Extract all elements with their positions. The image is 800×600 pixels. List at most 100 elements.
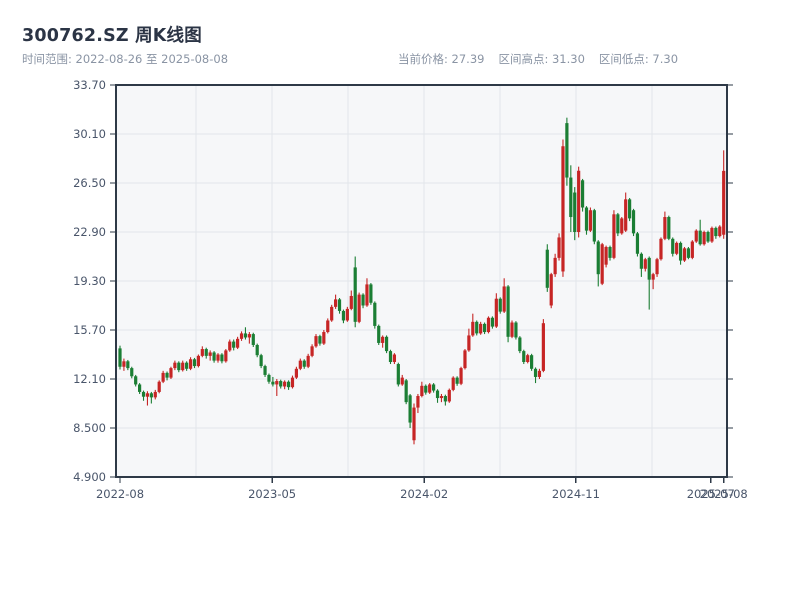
y-axis-label: 8.500 bbox=[73, 421, 106, 435]
x-axis-label: 2025-07 bbox=[686, 487, 735, 501]
candle-up bbox=[510, 322, 514, 337]
candle-up bbox=[200, 349, 204, 356]
candle-down bbox=[584, 207, 589, 231]
candle-down bbox=[138, 384, 142, 392]
candle-up bbox=[322, 332, 326, 344]
candle-down bbox=[126, 361, 130, 369]
candle-up bbox=[381, 336, 385, 343]
candle-down bbox=[318, 336, 322, 344]
candle-up bbox=[169, 368, 173, 378]
candle-down bbox=[267, 374, 271, 382]
candle-up bbox=[412, 407, 416, 441]
candle-up bbox=[694, 230, 698, 242]
candle-up bbox=[122, 361, 126, 367]
candle-up bbox=[290, 377, 295, 388]
candle-down bbox=[302, 360, 306, 367]
candle-up bbox=[157, 381, 161, 392]
candle-down bbox=[279, 381, 283, 387]
candle-down bbox=[337, 299, 342, 311]
candle-up bbox=[541, 323, 545, 371]
candle-down bbox=[490, 317, 495, 327]
candle-up bbox=[310, 346, 314, 356]
candle-up bbox=[561, 146, 565, 272]
candle-up bbox=[718, 226, 722, 237]
candle-up bbox=[479, 323, 483, 334]
candle-down bbox=[259, 355, 263, 367]
candle-down bbox=[404, 380, 408, 403]
candle-down bbox=[141, 391, 146, 397]
candle-down bbox=[522, 351, 526, 362]
candle-up bbox=[365, 284, 369, 306]
candle-down bbox=[565, 123, 569, 178]
candle-up bbox=[439, 396, 444, 399]
candle-up bbox=[557, 237, 561, 258]
candle-down bbox=[251, 334, 255, 345]
x-axis-label: 2023-05 bbox=[248, 487, 297, 501]
candle-down bbox=[608, 246, 612, 258]
candle-down bbox=[616, 214, 620, 234]
candle-down bbox=[647, 257, 651, 280]
y-axis-label: 15.70 bbox=[73, 323, 106, 337]
candle-down bbox=[530, 355, 534, 369]
candle-down bbox=[678, 242, 683, 261]
y-axis-label: 26.50 bbox=[73, 176, 106, 190]
candle-up bbox=[283, 381, 287, 387]
candle-up bbox=[294, 368, 299, 378]
candle-down bbox=[271, 381, 275, 385]
candle-up bbox=[655, 259, 659, 275]
candle-up bbox=[451, 377, 455, 390]
candle-up bbox=[188, 359, 193, 369]
candle-down bbox=[475, 321, 479, 334]
y-axis-label: 30.10 bbox=[73, 127, 106, 141]
candle-down bbox=[482, 323, 487, 333]
candle-down bbox=[286, 381, 291, 388]
y-axis-label: 19.30 bbox=[73, 274, 106, 288]
current-price: 当前价格: 27.39 bbox=[398, 52, 485, 66]
candle-down bbox=[212, 352, 216, 361]
candle-up bbox=[620, 218, 624, 234]
candle-up bbox=[663, 217, 667, 239]
candle-up bbox=[682, 248, 687, 261]
candle-down bbox=[498, 298, 502, 312]
candle-down bbox=[580, 180, 585, 208]
candle-up bbox=[400, 377, 404, 385]
candle-up bbox=[420, 385, 424, 397]
candle-up bbox=[604, 246, 608, 265]
x-axis-label: 2024-02 bbox=[400, 487, 449, 501]
candle-up bbox=[643, 259, 647, 269]
candle-up bbox=[236, 338, 240, 348]
candle-up bbox=[463, 350, 467, 369]
candle-down bbox=[341, 310, 346, 321]
candle-down bbox=[443, 396, 447, 402]
candle-up bbox=[600, 244, 604, 284]
candle-up bbox=[702, 232, 706, 245]
candle-down bbox=[533, 368, 538, 377]
candle-up bbox=[722, 170, 726, 235]
candle-down bbox=[635, 233, 640, 254]
candle-down bbox=[435, 390, 440, 399]
candle-up bbox=[161, 372, 165, 382]
candle-up bbox=[651, 274, 655, 280]
candle-down bbox=[361, 294, 365, 306]
candle-up bbox=[624, 199, 628, 231]
candle-down bbox=[639, 253, 643, 269]
candle-down bbox=[545, 249, 549, 288]
candle-up bbox=[690, 241, 694, 258]
candle-up bbox=[330, 306, 334, 321]
candle-up bbox=[416, 396, 420, 408]
candle-up bbox=[239, 333, 244, 339]
candle-down bbox=[714, 227, 718, 237]
candle-up bbox=[588, 210, 593, 231]
candle-down bbox=[130, 368, 134, 377]
candle-up bbox=[392, 354, 397, 362]
candle-down bbox=[432, 384, 436, 391]
candle-down bbox=[596, 241, 600, 275]
candle-down bbox=[396, 364, 400, 385]
candle-up bbox=[612, 214, 616, 258]
candle-down bbox=[569, 177, 573, 218]
candle-up bbox=[537, 370, 542, 377]
candle-down bbox=[220, 354, 224, 362]
candle-down bbox=[204, 349, 208, 356]
candle-down bbox=[631, 210, 636, 234]
candle-down bbox=[118, 348, 122, 367]
